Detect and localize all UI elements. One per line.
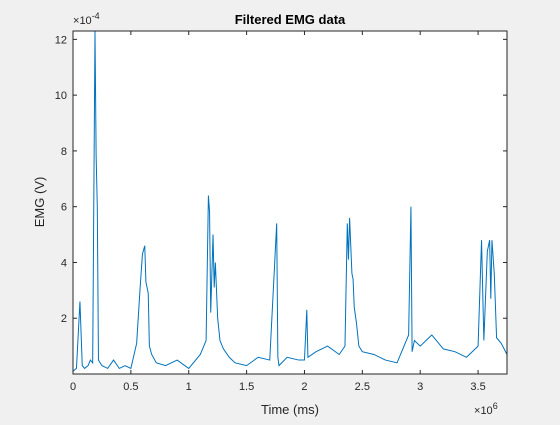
y-tick-label: 10	[55, 90, 67, 102]
x-exponent-base: 10	[480, 405, 492, 417]
emg-series-line	[73, 31, 507, 372]
y-tick-label: 12	[55, 34, 67, 46]
chart-title: Filtered EMG data	[235, 12, 346, 27]
x-tick-label: 3	[417, 381, 423, 393]
x-exponent-label: ×106	[474, 401, 498, 417]
x-tick-label: 0	[70, 381, 76, 393]
y-exponent-power: -4	[92, 11, 100, 21]
y-tick-label: 2	[61, 313, 67, 325]
y-exponent-label: ×10-4	[73, 11, 100, 27]
x-tick-label: 2.5	[355, 381, 370, 393]
x-exponent-power: 6	[493, 401, 498, 411]
x-tick-label: 1.5	[239, 381, 254, 393]
y-exponent-base: 10	[79, 15, 91, 27]
y-tick-label: 8	[61, 146, 67, 158]
y-tick-label: 4	[61, 257, 67, 269]
x-tick-label: 1	[186, 381, 192, 393]
y-tick-label: 6	[61, 202, 67, 214]
x-tick-label: 0.5	[123, 381, 138, 393]
y-exponent-prefix: ×10-4	[73, 11, 100, 27]
axes-box	[72, 30, 508, 375]
y-axis-label: EMG (V)	[32, 177, 47, 228]
x-exponent-prefix: ×106	[474, 401, 498, 417]
x-tick-label: 2	[301, 381, 307, 393]
plot-area-background	[73, 31, 507, 374]
x-tick-label: 3.5	[470, 381, 485, 393]
x-axis-label: Time (ms)	[261, 402, 319, 417]
